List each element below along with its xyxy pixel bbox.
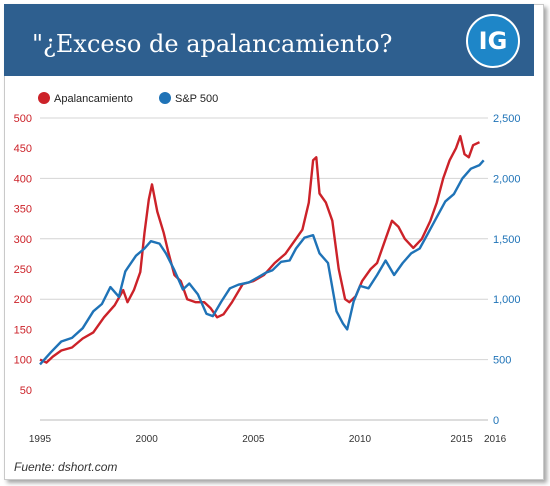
- chart-card: [4, 4, 544, 480]
- legend-label: S&P 500: [175, 93, 218, 105]
- x-axis: 1995 2000 2005 2010 2015 2016: [29, 419, 507, 445]
- apalancamiento-line: [39, 134, 481, 364]
- x-tick-label: 1995: [29, 434, 52, 445]
- y-left-tick-label: 200: [14, 294, 32, 306]
- legend: Apalancamiento S&P 500: [38, 92, 218, 105]
- y-left-tick-label: 250: [14, 264, 32, 276]
- chart-title: "¿Exceso de apalancamiento?: [32, 30, 393, 58]
- x-tick-label: 2005: [242, 434, 265, 445]
- grid: [40, 117, 488, 421]
- legend-label: Apalancamiento: [54, 93, 133, 105]
- y-left-tick-label: 100: [14, 355, 32, 367]
- y-axis-right: 0 500 1,000 1,500 2,000 2,500: [493, 113, 521, 427]
- chart-header: "¿Exceso de apalancamiento? IG: [4, 4, 534, 76]
- series-lines: [39, 134, 485, 366]
- y-left-tick-label: 500: [14, 113, 32, 125]
- y-left-tick-label: 450: [14, 143, 32, 155]
- legend-marker: [159, 92, 171, 104]
- x-tick-label: 2016: [484, 434, 507, 445]
- y-right-tick-label: 500: [493, 355, 511, 367]
- source-note: Fuente: dshort.com: [14, 460, 118, 474]
- y-axis-left: 50 100 150 200 250 300 350 400 450 500: [14, 113, 32, 397]
- x-tick-label: 2000: [136, 434, 159, 445]
- x-tick-label: 2015: [450, 434, 473, 445]
- sp500-line: [39, 159, 485, 366]
- y-right-tick-label: 2,000: [493, 173, 521, 185]
- y-right-tick-label: 1,500: [493, 234, 521, 246]
- y-left-tick-label: 300: [14, 234, 32, 246]
- y-left-tick-label: 50: [20, 385, 32, 397]
- ig-logo: IG: [466, 14, 520, 68]
- x-tick-label: 2010: [349, 434, 372, 445]
- y-left-tick-label: 150: [14, 324, 32, 336]
- legend-marker: [38, 92, 50, 104]
- y-right-tick-label: 0: [493, 415, 499, 427]
- y-right-tick-label: 2,500: [493, 113, 521, 125]
- y-left-tick-label: 400: [14, 173, 32, 185]
- y-right-tick-label: 1,000: [493, 294, 521, 306]
- y-left-tick-label: 350: [14, 204, 32, 216]
